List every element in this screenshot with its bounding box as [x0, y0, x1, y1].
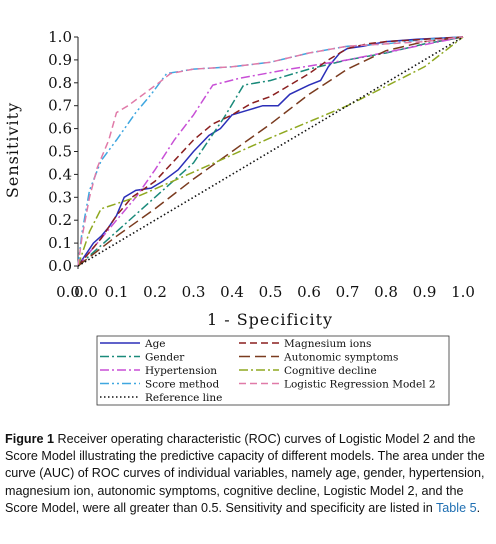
legend-label: Autonomic symptoms [283, 352, 398, 364]
y-tick-label: 0.2 [48, 211, 72, 229]
y-tick-label: 0.0 [48, 257, 72, 275]
x-tick-label: 0.5 [259, 283, 283, 301]
y-tick-label: 0.5 [48, 143, 72, 161]
series-line-hypertension [77, 36, 464, 267]
legend-label: Hypertension [145, 365, 217, 377]
roc-chart: 0.00.10.20.30.40.50.60.70.80.91.0 0.00.0… [3, 28, 475, 406]
table-link[interactable]: Table 5 [435, 500, 477, 515]
series-line-logistic-regression-model-2 [77, 36, 464, 267]
x-tick-label: 0.3 [182, 283, 206, 301]
y-tick-label: 0.8 [48, 74, 72, 92]
x-tick-label: 0.4 [220, 283, 244, 301]
x-tick-label: 0.6 [297, 283, 321, 301]
y-tick-label: 1.0 [48, 28, 72, 46]
legend-label: Reference line [145, 392, 222, 404]
y-axis: 0.0 0.1 0.2 0.3 0.4 0.5 0.6 0.7 0.8 0.9 1.0 [48, 28, 78, 275]
y-tick-label: 0.9 [48, 51, 72, 69]
legend-label: Cognitive decline [284, 365, 377, 377]
legend-label: Age [144, 338, 166, 350]
series-line-cognitive-decline [77, 36, 464, 267]
legend-label: Score method [145, 379, 219, 391]
caption-text: Receiver operating characteristic (ROC) … [5, 432, 485, 515]
series-line-autonomic-symptoms [77, 36, 464, 267]
series-line-gender [77, 36, 464, 267]
series-lines [77, 36, 464, 267]
legend-label: Gender [145, 352, 185, 364]
y-tick-label: 0.6 [48, 120, 72, 138]
x-tick-label: 0.8 [374, 283, 398, 301]
y-tick-label: 0.4 [48, 165, 72, 183]
x-tick-label: 0.0 [56, 283, 80, 301]
y-tick-label: 0.3 [48, 188, 72, 206]
x-tick-label: 1.0 [451, 283, 475, 301]
y-axis-label: Sensitivity [3, 102, 22, 198]
legend: Age Magnesium ions Gender Autonomic symptom… [96, 335, 450, 406]
caption-end: . [476, 500, 481, 515]
x-tick-label: 0.1 [105, 283, 129, 301]
legend-label: Magnesium ions [284, 338, 371, 350]
x-tick-label: 0.2 [143, 283, 167, 301]
y-tick-label: 0.7 [48, 97, 72, 115]
y-tick-label: 0.1 [48, 234, 72, 252]
x-tick-label: 0.9 [413, 283, 437, 301]
legend-label: Logistic Regression Model 2 [284, 379, 436, 391]
x-tick-label: 0.7 [336, 283, 360, 301]
x-tick-label: 0.0 [74, 283, 98, 301]
figure-label: Figure 1 [5, 432, 54, 446]
figure-caption: Figure 1 Receiver operating characterist… [5, 431, 489, 517]
x-axis: 0.00.0 0.1 0.2 0.3 0.4 0.5 0.6 0.7 0.8 0.9 1.0 [56, 283, 475, 301]
x-axis-label: 1 - Specificity [207, 310, 333, 329]
series-line-reference-line [77, 36, 464, 267]
